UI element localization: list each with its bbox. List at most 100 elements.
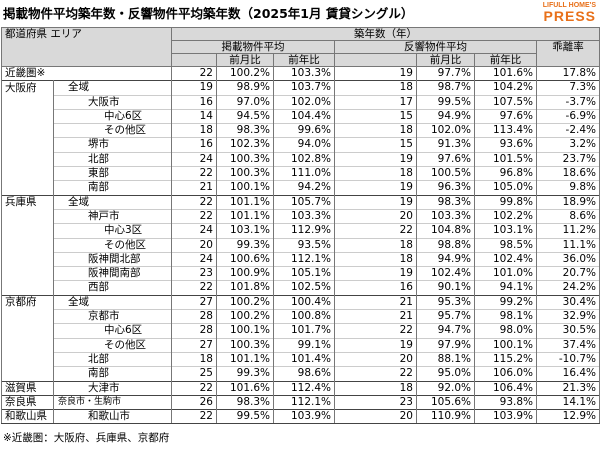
area-cell: その他区 — [53, 337, 172, 353]
table-row: その他区 27 100.3% 99.1% 19 97.9% 100.1% 37.4% — [1, 337, 600, 353]
pref-cell — [1, 366, 54, 382]
value-cell: 23.7% — [536, 151, 600, 167]
pref-cell — [1, 123, 54, 138]
value-cell: 27 — [171, 294, 217, 310]
value-cell: 94.9% — [416, 251, 475, 267]
value-cell: 11.2% — [536, 223, 600, 239]
value-cell: 98.3% — [416, 194, 475, 210]
pref-cell: 近畿圏※ — [1, 65, 172, 81]
area-cell: 北部 — [53, 151, 172, 167]
area-cell: 全域 — [53, 294, 172, 310]
value-cell: 30.4% — [536, 294, 600, 310]
value-cell: 21.3% — [536, 380, 600, 396]
pref-cell — [1, 95, 54, 110]
value-cell: 90.1% — [416, 280, 475, 296]
value-cell: 101.1% — [216, 208, 274, 224]
value-cell: 24.2% — [536, 280, 600, 296]
table-row: 和歌山県 和歌山市 22 99.5% 103.9% 20 110.9% 103.9% 12.9% — [1, 409, 600, 425]
table-row: 兵庫県 全域 22 101.1% 105.7% 19 98.3% 99.8% 18.9% — [1, 194, 600, 210]
value-cell: 94.7% — [416, 323, 475, 339]
value-cell: 9.8% — [536, 180, 600, 196]
pref-cell — [1, 252, 54, 267]
value-cell: 100.1% — [474, 337, 537, 353]
value-cell: 20 — [334, 208, 417, 224]
value-cell: 12.9% — [536, 409, 600, 425]
table-row: 奈良県 奈良市・生駒市 26 98.3% 112.1% 23 105.6% 93.8% 14.1… — [1, 394, 600, 410]
table-row: その他区 20 99.3% 93.5% 18 98.8% 98.5% 11.1% — [1, 237, 600, 253]
header-cell: 掲載物件平均 — [171, 40, 335, 54]
value-cell: 24 — [171, 251, 217, 267]
pref-cell: 兵庫県 — [1, 194, 54, 210]
value-cell: 32.9% — [536, 309, 600, 324]
value-cell: 17.8% — [536, 65, 600, 81]
value-cell: 93.6% — [474, 137, 537, 153]
value-cell: 20.7% — [536, 266, 600, 281]
area-cell: 堺市 — [53, 137, 172, 153]
value-cell: 11.1% — [536, 237, 600, 253]
value-cell: 94.5% — [216, 108, 274, 124]
value-cell: 25 — [171, 366, 217, 382]
value-cell: 93.8% — [474, 394, 537, 410]
area-cell: 中心6区 — [53, 108, 172, 124]
value-cell: 17 — [334, 94, 417, 110]
value-cell: 98.3% — [216, 123, 274, 138]
value-cell: 22 — [171, 208, 217, 224]
logo: LIFULL HOME'S PRESS — [543, 2, 596, 23]
value-cell: 99.2% — [474, 294, 537, 310]
value-cell: 18 — [171, 123, 217, 138]
footnote: ※近畿圏：大阪府、兵庫県、京都府 — [3, 432, 170, 444]
value-cell: 16.4% — [536, 366, 600, 382]
value-cell: 94.9% — [416, 108, 475, 124]
value-cell: -6.9% — [536, 108, 600, 124]
value-cell: 100.2% — [216, 294, 274, 310]
value-cell: 94.2% — [273, 180, 335, 196]
area-cell: 和歌山市 — [53, 409, 172, 425]
area-cell: その他区 — [53, 237, 172, 253]
table-row: 北部 24 100.3% 102.8% 19 97.6% 101.5% 23.7% — [1, 151, 600, 167]
value-cell: 18.9% — [536, 194, 600, 210]
value-cell: 106.0% — [474, 366, 537, 382]
value-cell: 100.1% — [216, 323, 274, 339]
value-cell: 102.4% — [474, 251, 537, 267]
area-cell: 阪神間南部 — [53, 266, 172, 281]
value-cell: 100.4% — [273, 294, 335, 310]
value-cell: 18 — [171, 351, 217, 367]
value-cell: 14.1% — [536, 394, 600, 410]
value-cell: 36.0% — [536, 251, 600, 267]
value-cell: 18.6% — [536, 166, 600, 181]
value-cell: 113.4% — [474, 123, 537, 138]
pref-cell — [1, 309, 54, 324]
value-cell: 28 — [171, 323, 217, 339]
value-cell: 8.6% — [536, 208, 600, 224]
pref-cell — [1, 280, 54, 296]
value-cell: 18 — [334, 251, 417, 267]
value-cell: 94.0% — [273, 137, 335, 153]
area-cell: 東部 — [53, 166, 172, 181]
value-cell: 103.3% — [416, 208, 475, 224]
value-cell: 97.0% — [216, 94, 274, 110]
value-cell: 101.6% — [474, 65, 537, 81]
header-cell: 前月比 — [216, 53, 274, 67]
table: 都道府県 エリア 築年数（年） 掲載物件平均 反響物件平均 乖離率 前月比 前年… — [1, 27, 600, 425]
value-cell: 112.9% — [273, 223, 335, 239]
value-cell: 99.8% — [474, 194, 537, 210]
value-cell: 103.3% — [273, 208, 335, 224]
table-row: 中心6区 14 94.5% 104.4% 15 94.9% 97.6% -6.9% — [1, 108, 600, 124]
value-cell: 37.4% — [536, 337, 600, 353]
value-cell: 19 — [334, 65, 417, 81]
pref-cell — [1, 209, 54, 224]
value-cell: 103.9% — [273, 409, 335, 425]
value-cell: 102.3% — [216, 137, 274, 153]
value-cell: 20 — [334, 409, 417, 425]
value-cell: 94.1% — [474, 280, 537, 296]
pref-cell — [1, 338, 54, 353]
value-cell: 101.8% — [216, 280, 274, 296]
value-cell: 21 — [171, 180, 217, 196]
pref-cell: 京都府 — [1, 294, 54, 310]
value-cell: 100.3% — [216, 337, 274, 353]
pref-cell — [1, 180, 54, 196]
area-cell: 大津市 — [53, 380, 172, 396]
value-cell: 19 — [334, 337, 417, 353]
value-cell: 103.9% — [474, 409, 537, 425]
